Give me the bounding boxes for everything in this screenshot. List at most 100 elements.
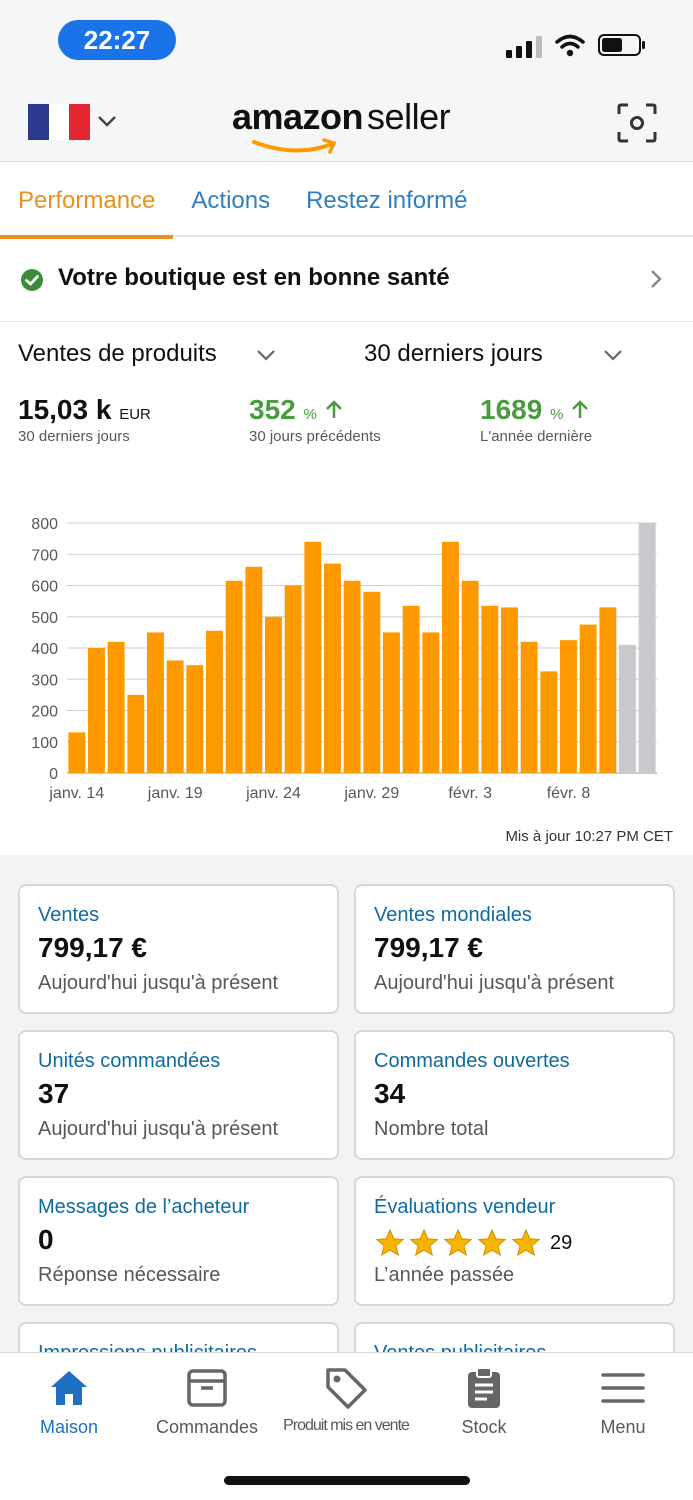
nav-label: Maison (39, 1417, 99, 1437)
logo-seller-text: seller (367, 96, 451, 137)
chevron-down-icon[interactable] (603, 348, 623, 364)
chart-bar[interactable] (225, 580, 243, 773)
card-units-ordered[interactable]: Unités commandées 37 Aujourd'hui jusqu'à… (18, 1030, 339, 1160)
card-open-orders[interactable]: Commandes ouvertes 34 Nombre total (354, 1030, 675, 1160)
card-value: 799,17 € (38, 932, 147, 963)
chart-bar[interactable] (442, 541, 459, 774)
app-header: amazon seller (0, 82, 693, 162)
y-tick-label: 300 (31, 672, 58, 689)
chart-bar[interactable] (520, 641, 538, 774)
chart-bar[interactable] (166, 660, 184, 774)
y-tick-label: 200 (31, 704, 58, 721)
tab-performance[interactable]: Performance (0, 163, 174, 239)
card-sales[interactable]: Ventes 799,17 € Aujourd'hui jusqu'à prés… (18, 884, 339, 1014)
amazon-seller-logo: amazon seller (232, 96, 472, 156)
wifi-icon (555, 34, 585, 57)
x-tick-label: janv. 14 (48, 785, 104, 802)
nav-orders[interactable]: Commandes (138, 1365, 276, 1438)
tab-restez-informe[interactable]: Restez informé (306, 187, 468, 214)
x-tick-label: févr. 8 (547, 785, 591, 802)
chart-bar[interactable] (579, 624, 597, 773)
kpi-vs-previous-label: 30 jours précédents (249, 428, 381, 445)
nav-label: Stock (461, 1417, 507, 1437)
metric-selector[interactable]: Ventes de produits (18, 340, 217, 367)
y-tick-label: 800 (31, 516, 58, 533)
chart-bar[interactable] (245, 566, 263, 774)
chart-bar[interactable] (540, 671, 558, 773)
chart-bar[interactable] (127, 694, 145, 773)
card-subtitle: Réponse nécessaire (38, 1264, 221, 1286)
chart-bar[interactable] (147, 632, 164, 773)
scan-icon[interactable] (616, 102, 658, 144)
kpi-total-sales-label: 30 derniers jours (18, 428, 130, 445)
chart-bar[interactable] (599, 607, 617, 773)
card-seller-ratings[interactable]: Évaluations vendeur 29 L’année passée (354, 1176, 675, 1306)
nav-stock[interactable]: Stock (415, 1365, 553, 1438)
card-buyer-messages[interactable]: Messages de l’acheteur 0 Réponse nécessa… (18, 1176, 339, 1306)
nav-label: Commandes (155, 1417, 259, 1437)
chevron-down-icon[interactable] (96, 112, 118, 130)
tab-actions[interactable]: Actions (191, 187, 271, 214)
summary-cards-area: Ventes 799,17 € Aujourd'hui jusqu'à prés… (0, 855, 693, 1382)
chart-bar[interactable] (324, 563, 341, 773)
chart-bar[interactable] (461, 580, 479, 773)
battery-icon (598, 34, 645, 56)
home-indicator (224, 1476, 470, 1485)
card-title: Ventes (38, 904, 100, 926)
kpi-vs-last-year: 1689 % (480, 394, 589, 426)
y-tick-label: 700 (31, 547, 58, 564)
chevron-down-icon[interactable] (256, 348, 276, 364)
nav-label: Menu (600, 1417, 646, 1437)
chart-bar[interactable] (638, 523, 656, 773)
chart-bar[interactable] (560, 640, 577, 773)
store-health-row[interactable]: Votre boutique est en bonne santé (0, 238, 693, 322)
chart-bar[interactable] (619, 644, 636, 773)
chart-bar[interactable] (343, 580, 361, 773)
star-icon (375, 1228, 405, 1257)
chart-bar[interactable] (304, 541, 322, 774)
chart-bar[interactable] (107, 641, 125, 774)
store-health-text: Votre boutique est en bonne santé (58, 264, 450, 291)
country-flag-fr[interactable] (28, 104, 91, 140)
nav-listings[interactable]: Produit mis en vente (277, 1365, 415, 1435)
star-icon (409, 1228, 439, 1257)
star-icon (511, 1228, 541, 1257)
star-icon (477, 1228, 507, 1257)
clipboard-icon (468, 1367, 500, 1408)
chart-bar[interactable] (383, 632, 400, 773)
chart-bar[interactable] (402, 605, 420, 773)
kpi-currency: EUR (119, 406, 151, 423)
nav-menu[interactable]: Menu (554, 1365, 692, 1438)
chart-bar[interactable] (68, 732, 86, 773)
y-tick-label: 500 (31, 610, 58, 627)
rating-count: 29 (550, 1231, 573, 1254)
chart-bar[interactable] (501, 607, 518, 773)
kpi-total-sales: 15,03 k EUR (18, 394, 151, 426)
card-title: Ventes mondiales (374, 904, 532, 926)
kpi-vs-previous-value: 352 (249, 394, 296, 425)
chart-bar[interactable] (186, 665, 204, 773)
bottom-nav: Maison Commandes Produit mis en vente St… (0, 1352, 693, 1500)
y-tick-label: 0 (49, 766, 58, 783)
nav-home[interactable]: Maison (0, 1365, 138, 1438)
card-global-sales[interactable]: Ventes mondiales 799,17 € Aujourd'hui ju… (354, 884, 675, 1014)
card-title: Commandes ouvertes (374, 1050, 570, 1072)
card-subtitle: Nombre total (374, 1118, 489, 1140)
logo-amazon-text: amazon (232, 96, 364, 137)
x-tick-label: janv. 29 (343, 785, 399, 802)
status-bar: 22:27 (0, 0, 693, 82)
chart-bar[interactable] (284, 585, 302, 774)
chart-bar[interactable] (481, 605, 499, 773)
chart-bar[interactable] (265, 616, 282, 774)
chart-bar[interactable] (422, 632, 440, 773)
nav-label: Produit mis en vente (283, 1417, 410, 1434)
last-updated-text: Mis à jour 10:27 PM CET (505, 828, 673, 845)
period-selector[interactable]: 30 derniers jours (364, 340, 543, 367)
star-rating: 29 (374, 1228, 572, 1258)
card-title: Évaluations vendeur (374, 1196, 556, 1218)
chart-bar[interactable] (88, 648, 105, 773)
kpi-total-sales-value: 15,03 k (18, 394, 112, 425)
chart-bar[interactable] (206, 630, 223, 773)
chart-bar[interactable] (363, 591, 381, 774)
x-tick-label: janv. 24 (245, 785, 301, 802)
